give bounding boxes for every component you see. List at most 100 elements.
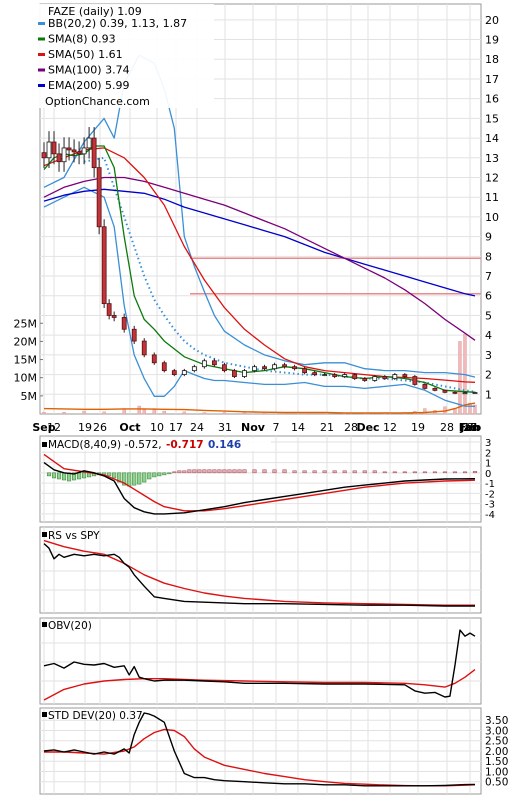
legend-entry: SMA(50) 1.61 bbox=[48, 48, 123, 61]
volume-bar bbox=[423, 408, 427, 415]
std-y-tick: 3.50 bbox=[485, 715, 508, 727]
candle-body bbox=[96, 167, 102, 228]
candle-body bbox=[462, 392, 468, 395]
price-y-tick: 11 bbox=[485, 191, 499, 204]
candle-body bbox=[191, 366, 197, 372]
sma50-line bbox=[43, 147, 476, 383]
volume-tick-label: 5M bbox=[21, 390, 38, 403]
macd-histogram-bar bbox=[162, 472, 167, 476]
rs-line bbox=[43, 543, 475, 607]
legend-entry: SMA(100) 3.74 bbox=[48, 64, 130, 77]
candle-body bbox=[422, 384, 428, 389]
macd-histogram-bar bbox=[117, 472, 122, 483]
std-line bbox=[43, 712, 476, 787]
macd-histogram-bar bbox=[77, 472, 82, 480]
x-tick-label: 17 bbox=[169, 421, 183, 434]
x-tick-label: 26 bbox=[463, 421, 477, 434]
macd-y-tick: 1 bbox=[485, 459, 491, 470]
macd-histogram-bar bbox=[217, 469, 222, 474]
macd-histogram-bar bbox=[422, 471, 427, 474]
volume-bar bbox=[142, 409, 146, 415]
price-y-tick: 12 bbox=[485, 171, 499, 184]
candle-body bbox=[106, 303, 112, 316]
macd-histogram-bar bbox=[227, 469, 232, 474]
candle-body bbox=[131, 328, 137, 342]
price-chart-title: FAZE (daily) 1.09 bbox=[48, 5, 142, 18]
bb-upper-line bbox=[43, 54, 476, 378]
x-tick-label: Dec bbox=[356, 421, 379, 434]
price-y-tick: 18 bbox=[485, 53, 499, 66]
volume-bar bbox=[242, 412, 247, 415]
macd-y-tick: -2 bbox=[485, 489, 495, 500]
x-tick-label: 26 bbox=[93, 421, 107, 434]
candle-body bbox=[412, 376, 418, 385]
macd-histogram-bar bbox=[61, 472, 67, 481]
sma100-line bbox=[43, 176, 476, 341]
macd-histogram-bar bbox=[137, 472, 142, 485]
price-y-tick: 2 bbox=[485, 369, 492, 382]
candle-body bbox=[211, 360, 217, 366]
candle-body bbox=[372, 376, 378, 381]
candle-body bbox=[352, 374, 358, 379]
std-y-tick: 3.00 bbox=[485, 725, 508, 737]
macd-histogram-bar bbox=[107, 472, 112, 477]
obv-line bbox=[43, 629, 476, 698]
macd-histogram-bar bbox=[332, 470, 337, 474]
x-tick-label: 28 bbox=[440, 421, 454, 434]
macd-histogram-bar bbox=[56, 472, 62, 480]
candle-body bbox=[171, 370, 177, 375]
macd-histogram-bar bbox=[302, 470, 307, 474]
bb-lower-line bbox=[43, 186, 476, 407]
std-y-tick: 1.00 bbox=[485, 766, 508, 778]
macd-y-tick: 0 bbox=[485, 469, 491, 480]
macd-histogram-bar bbox=[147, 472, 152, 480]
macd-histogram-bar bbox=[372, 470, 377, 474]
macd-histogram-bar bbox=[462, 471, 468, 474]
candle-body bbox=[61, 147, 67, 163]
macd-histogram-bar bbox=[472, 471, 478, 474]
x-tick-label: 12 bbox=[47, 421, 61, 434]
volume-ma-line bbox=[43, 402, 476, 414]
x-tick-label: Nov bbox=[241, 421, 266, 434]
obv-label-swatch bbox=[42, 622, 47, 627]
candle-body bbox=[161, 362, 167, 372]
legend-entry: SMA(8) 0.93 bbox=[48, 33, 116, 46]
candle-body bbox=[342, 374, 348, 377]
macd-histogram-bar bbox=[197, 469, 202, 474]
candle-body bbox=[312, 372, 318, 375]
rs-ma-line bbox=[43, 539, 475, 606]
macd-histogram-bar bbox=[72, 472, 77, 481]
volume-bar bbox=[62, 411, 66, 415]
candle-body bbox=[66, 147, 72, 151]
candle-body bbox=[222, 364, 227, 372]
volume-bar bbox=[222, 412, 227, 415]
macd-title: MACD(8,40,9) -0.572, bbox=[48, 439, 162, 451]
volume-bar bbox=[473, 404, 477, 415]
std-y-tick: 1.50 bbox=[485, 756, 508, 768]
candle-body bbox=[292, 366, 297, 370]
legend-swatch bbox=[38, 37, 45, 41]
candle-body bbox=[302, 368, 308, 374]
price-y-tick: 8 bbox=[485, 250, 492, 263]
candle-body bbox=[362, 378, 368, 381]
volume-tick-label: 20M bbox=[14, 335, 38, 348]
macd-y-tick: -4 bbox=[485, 510, 495, 521]
bb-middle-line bbox=[83, 156, 476, 393]
legend-swatch bbox=[38, 22, 45, 25]
macd-histogram-bar bbox=[157, 472, 162, 477]
macd-histogram-bar bbox=[292, 470, 297, 474]
price-y-tick: 13 bbox=[485, 152, 499, 165]
volume-bar bbox=[182, 411, 187, 415]
macd-histogram-bar bbox=[442, 471, 447, 474]
price-y-tick: 17 bbox=[485, 73, 499, 86]
macd-histogram-bar bbox=[212, 469, 217, 474]
legend-entry: EMA(200) 5.99 bbox=[48, 79, 130, 92]
candle-body bbox=[242, 370, 247, 377]
candle-body bbox=[76, 151, 82, 155]
price-y-tick: 10 bbox=[485, 211, 499, 224]
std-label-swatch bbox=[42, 712, 47, 717]
x-tick-label: 19 bbox=[78, 421, 92, 434]
macd-histogram-bar bbox=[51, 472, 57, 479]
legend-swatch bbox=[38, 84, 45, 87]
